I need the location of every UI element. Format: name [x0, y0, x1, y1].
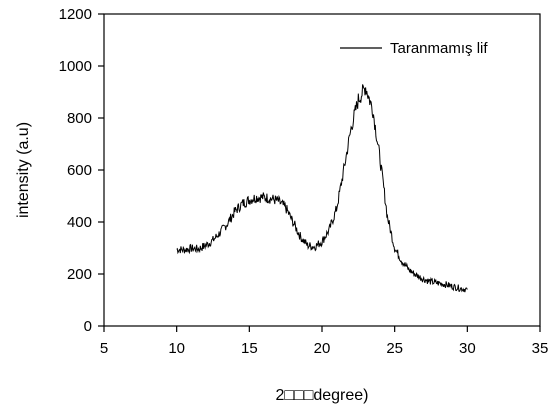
y-tick-label: 200: [67, 266, 92, 283]
legend-label: Taranmamış lif: [390, 40, 488, 57]
x-tick-label: 10: [168, 340, 185, 357]
y-tick-label: 1000: [59, 58, 92, 75]
x-tick-label: 25: [386, 340, 403, 357]
y-tick-label: 0: [84, 318, 92, 335]
plot-area: [176, 84, 468, 293]
y-tick-label: 400: [67, 214, 92, 231]
x-tick-label: 35: [532, 340, 549, 357]
x-tick-label: 30: [459, 340, 476, 357]
x-tick-label: 20: [314, 340, 331, 357]
y-tick-label: 800: [67, 110, 92, 127]
y-axis-title: intensity (a.u): [15, 122, 32, 218]
x-axis-title: 2□□□degree): [275, 387, 368, 404]
x-tick-label: 5: [100, 340, 108, 357]
y-tick-label: 600: [67, 162, 92, 179]
plot-frame: [103, 13, 541, 327]
x-tick-label: 15: [241, 340, 258, 357]
axes: 5 10 15 20 25 30 35 0 200 400 600 800 1000 1200: [59, 6, 549, 357]
series-line: [176, 84, 468, 293]
legend: Taranmamış lif: [340, 40, 488, 57]
y-tick-label: 1200: [59, 6, 92, 23]
